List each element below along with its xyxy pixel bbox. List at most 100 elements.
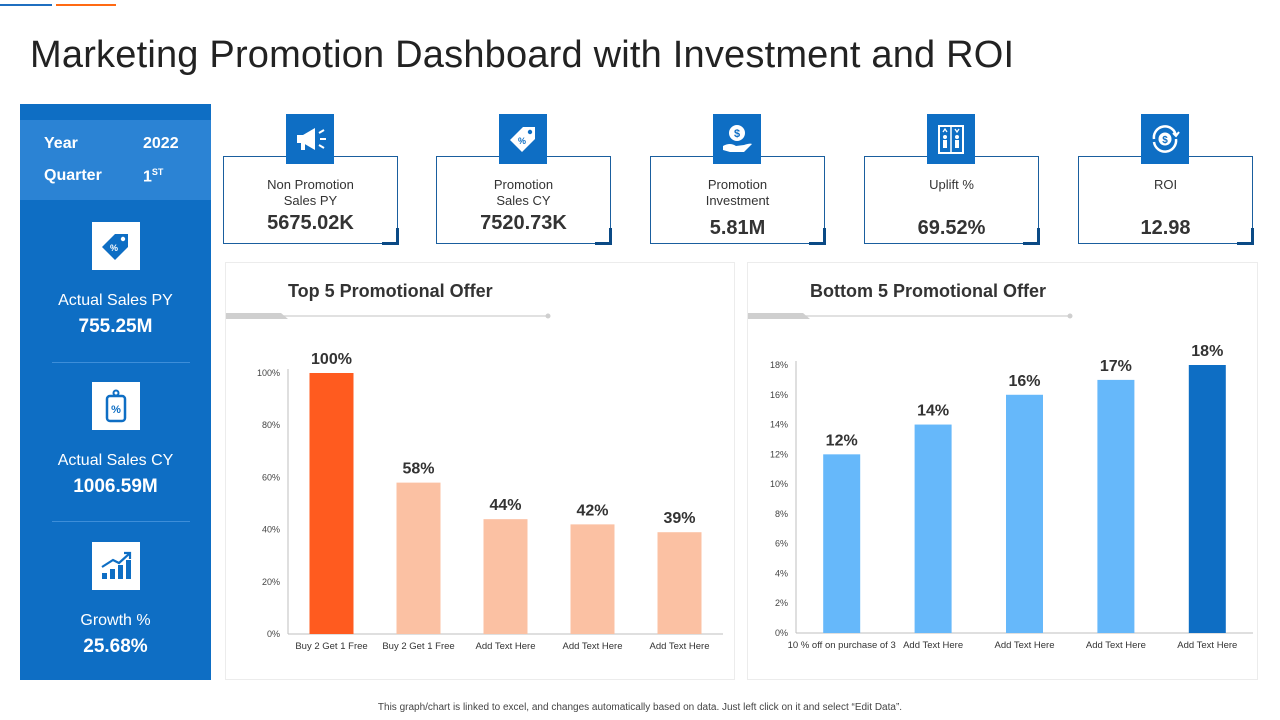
bar [1188, 365, 1226, 633]
kpi-label: Non Promotion Sales PY [267, 177, 354, 208]
x-tick-label: Add Text Here [649, 641, 709, 652]
data-label: 18% [1191, 343, 1223, 360]
kpi-value: 5675.02K [267, 212, 354, 234]
megaphone-icon [286, 114, 334, 164]
bottom5-offer-chart[interactable]: 0% 2% 4% 6% 8% 10% 12% 14% 16% 18% 12% 10 % off on … [748, 263, 1259, 681]
metric-value: 25.68% [83, 636, 148, 657]
data-label: 16% [1008, 373, 1040, 390]
y-tick-label: 0% [267, 629, 280, 639]
bar [914, 424, 952, 633]
x-tick-label: Buy 2 Get 1 Free [382, 641, 454, 652]
discount-tag-icon: % [499, 114, 547, 164]
metric-value: 1006.59M [73, 476, 158, 497]
sidebar-divider [52, 521, 190, 522]
bar [1097, 379, 1135, 633]
metric-growth: Growth % 25.68% [20, 542, 211, 658]
kpi-label: Promotion Sales CY [493, 177, 554, 208]
y-tick-label: 6% [775, 539, 788, 549]
y-tick-label: 20% [262, 577, 280, 587]
chart-title: Bottom 5 Promotional Offer [810, 281, 1047, 301]
page-title: Marketing Promotion Dashboard with Inves… [30, 34, 1015, 76]
kpi-roi: ROI 12.98 [1078, 156, 1254, 245]
kpi-non-promotion-sales: Non Promotion Sales PY 5675.02K [223, 156, 399, 245]
kpi-uplift: Uplift % 69.52% [864, 156, 1040, 245]
metric-actual-sales-cy: % Actual Sales CY 1006.59M [20, 382, 211, 498]
data-label: 14% [917, 403, 949, 420]
kpi-promotion-investment: Promotion Investment 5.81M [650, 156, 826, 245]
kpi-promotion-sales: Promotion Sales CY 7520.73K [436, 156, 612, 245]
kpi-value: 7520.73K [480, 212, 567, 234]
quarter-value: 1ST [143, 167, 164, 186]
bar [823, 454, 861, 633]
year-value: 2022 [143, 135, 179, 152]
footer-note: This graph/chart is linked to excel, and… [377, 702, 903, 713]
metric-label: Growth % [80, 612, 151, 629]
sidebar-divider [52, 362, 190, 363]
year-label: Year [44, 135, 78, 152]
bar [657, 532, 702, 634]
metric-label: Actual Sales CY [57, 452, 174, 469]
kpi-label: ROI [1153, 177, 1178, 192]
y-tick-label: 12% [770, 449, 788, 459]
kpi-value: 12.98 [1140, 217, 1191, 239]
data-label: 12% [826, 432, 858, 449]
money-hand-icon: $ [713, 114, 761, 164]
svg-text:$: $ [734, 128, 740, 140]
title-underline [226, 313, 551, 319]
x-tick-label: 10 % off on purchase of 3 [788, 640, 896, 651]
kpi-label: Uplift % [929, 177, 974, 192]
data-label: 39% [663, 510, 695, 527]
svg-text:%: % [111, 404, 121, 416]
period-panel: Year 2022 Quarter 1ST [20, 120, 211, 200]
x-tick-label: Add Text Here [475, 641, 535, 652]
top5-offer-chart[interactable]: 0% 20% 40% 60% 80% 100% 100% Buy 2 Get 1 Free 58… [226, 263, 736, 681]
y-tick-label: 10% [770, 479, 788, 489]
y-tick-label: 4% [775, 568, 788, 578]
svg-text:%: % [518, 136, 526, 146]
y-tick-label: 18% [770, 360, 788, 370]
kpi-label: Promotion Investment [705, 177, 770, 208]
dollar-cycle-icon: $ [1141, 114, 1189, 164]
title-underline [748, 313, 1073, 319]
price-tag-icon: % [91, 222, 140, 270]
header-accent-orange [56, 4, 116, 6]
kpi-value: 5.81M [709, 217, 766, 239]
metric-actual-sales-py: % Actual Sales PY 755.25M [20, 222, 211, 338]
x-tick-label: Add Text Here [994, 640, 1054, 651]
x-tick-label: Add Text Here [1086, 640, 1146, 651]
metric-value: 755.25M [78, 316, 153, 337]
y-tick-label: 8% [775, 509, 788, 519]
quarter-label: Quarter [44, 167, 102, 184]
bar [483, 519, 528, 634]
data-label: 44% [489, 497, 521, 514]
svg-text:%: % [109, 243, 117, 253]
x-tick-label: Add Text Here [903, 640, 963, 651]
data-label: 42% [576, 502, 608, 519]
x-tick-label: Add Text Here [1177, 640, 1237, 651]
chart-title: Top 5 Promotional Offer [288, 281, 493, 301]
y-tick-label: 60% [262, 472, 280, 482]
metric-label: Actual Sales PY [58, 292, 173, 309]
y-tick-label: 14% [770, 420, 788, 430]
header-accent-blue [0, 4, 52, 6]
bar [396, 482, 441, 634]
x-tick-label: Buy 2 Get 1 Free [295, 641, 367, 652]
y-tick-label: 16% [770, 390, 788, 400]
data-label: 17% [1100, 358, 1132, 375]
y-tick-label: 80% [262, 420, 280, 430]
bar [570, 524, 615, 634]
bottom5-offer-panel: Bottom 5 Promotional Offer 0% 2% 4% 6% 8% 10%… [747, 262, 1258, 680]
svg-text:$: $ [1162, 135, 1168, 146]
x-tick-label: Add Text Here [562, 641, 622, 652]
people-elevator-icon [927, 114, 975, 164]
y-tick-label: 2% [775, 598, 788, 608]
top5-offer-panel: Top 5 Promotional Offer 0% 20% 40% 60% 80% 10… [225, 262, 735, 680]
summary-sidebar: Year 2022 Quarter 1ST % Actual Sales PY … [20, 104, 211, 680]
y-tick-label: 0% [775, 628, 788, 638]
kpi-value: 69.52% [917, 217, 986, 239]
discount-tag-icon: % [91, 382, 140, 430]
y-tick-label: 100% [257, 368, 280, 378]
data-label: 58% [402, 461, 434, 478]
growth-chart-icon [91, 542, 140, 590]
bar [1006, 394, 1043, 633]
